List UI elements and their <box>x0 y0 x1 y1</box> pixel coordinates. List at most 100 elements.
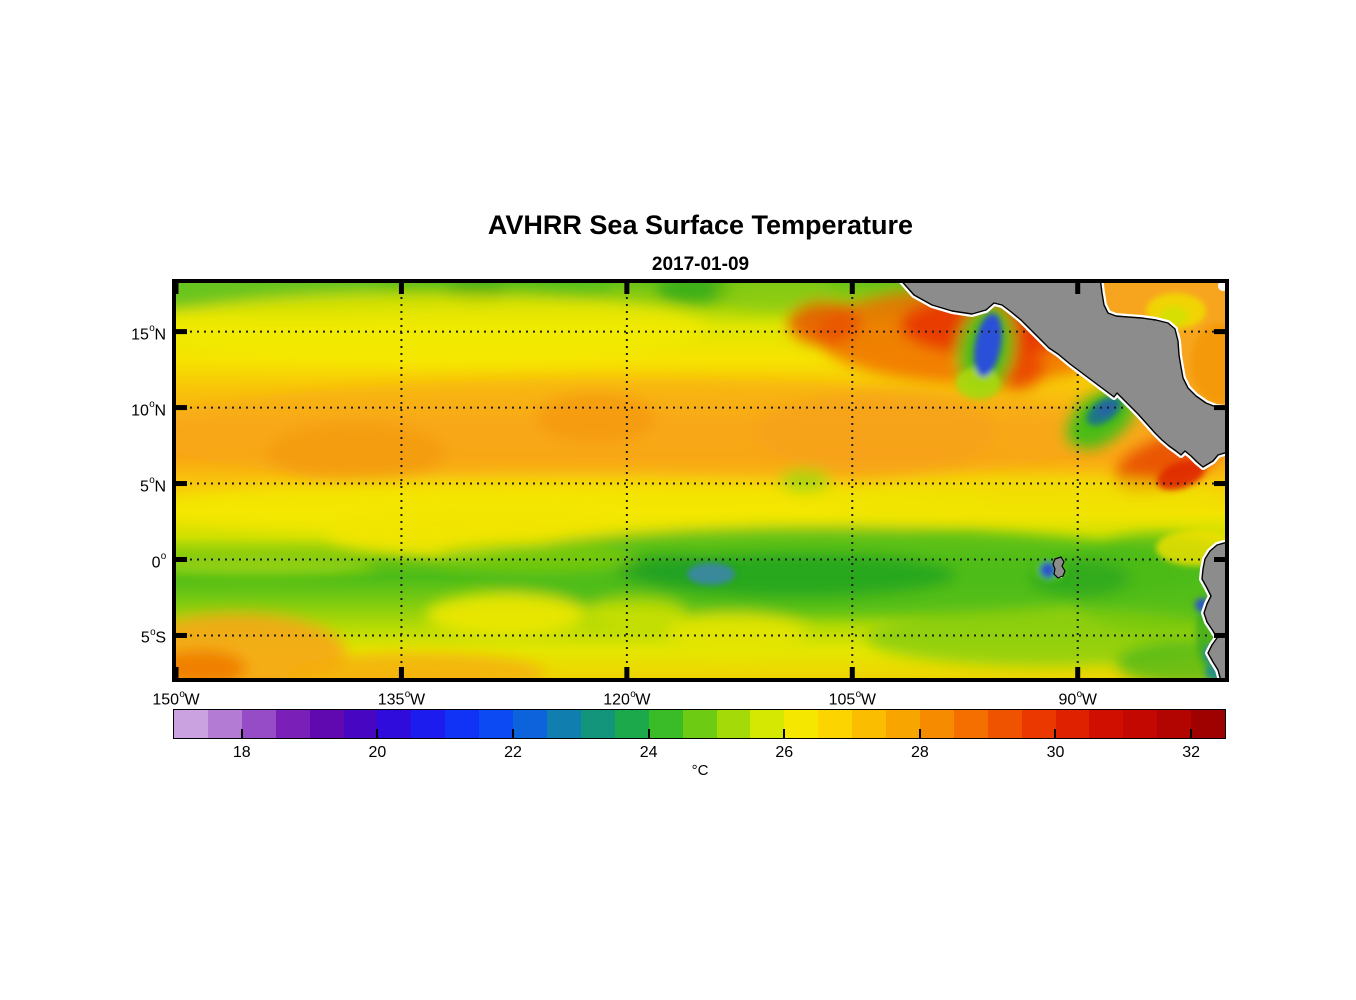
colorbar-tick-label: 28 <box>910 744 929 761</box>
lat-tick-right <box>1214 481 1225 487</box>
degree-symbol: o <box>150 626 156 638</box>
colorbar-segment <box>479 710 514 738</box>
lat-tick-left <box>176 481 187 487</box>
degree-symbol: o <box>179 688 185 700</box>
lon-tick-label: 135oW <box>377 688 426 709</box>
colorbar-segment <box>1021 710 1056 738</box>
colorbar-segment <box>1157 710 1192 738</box>
chart-title: AVHRR Sea Surface Temperature <box>487 210 914 240</box>
colorbar-tick-label: 32 <box>1182 744 1200 761</box>
lon-tick-label: 105oW <box>828 688 876 709</box>
grid-layer <box>176 283 1225 678</box>
lon-tick-bottom <box>624 667 630 678</box>
colorbar-segment <box>546 710 581 738</box>
colorbar-tick-label: 30 <box>1046 744 1065 761</box>
colorbar-tick-label: 20 <box>368 744 387 761</box>
lat-tick-left <box>176 329 187 335</box>
colorbar-tick <box>240 729 243 738</box>
colorbar-segment <box>648 710 683 738</box>
colorbar-tick <box>918 729 921 738</box>
land-south-america <box>1201 541 1225 678</box>
colorbar <box>173 709 1226 739</box>
colorbar-segment <box>207 710 242 738</box>
lat-tick-right <box>1214 405 1225 411</box>
land-layer <box>899 283 1225 678</box>
lat-tick-label: 5oS <box>140 626 166 647</box>
colorbar-segment <box>411 710 446 738</box>
lat-tick-right <box>1214 329 1225 335</box>
degree-symbol: o <box>630 688 636 700</box>
colorbar-tick-label: 26 <box>775 744 794 761</box>
lat-tick-label: 15oN <box>131 323 166 343</box>
colorbar-segment <box>953 710 988 738</box>
colorbar-segment <box>580 710 615 738</box>
lon-tick-label: 150oW <box>152 688 200 709</box>
degree-symbol: o <box>149 475 155 487</box>
colorbar-segment <box>886 710 920 738</box>
tehuantepec-cold-core <box>974 313 1002 377</box>
colorbar-segment <box>1089 710 1124 738</box>
colorbar-segment <box>614 710 649 738</box>
galapagos-cold-spot <box>1040 562 1056 578</box>
lat-tick-label: 5oN <box>140 475 166 495</box>
colorbar-segment <box>987 710 1022 738</box>
land-central-america <box>902 283 1225 468</box>
colorbar-tick <box>647 729 650 738</box>
colorbar-segment <box>174 710 208 738</box>
tick-layer <box>176 283 1225 678</box>
lon-tick-label: 90oW <box>1058 688 1097 709</box>
degree-symbol: o <box>855 688 862 700</box>
colorbar-segment <box>1055 710 1090 738</box>
lon-tick-bottom <box>176 667 179 678</box>
colorbar-segment <box>1123 710 1158 738</box>
colorbar-segment <box>513 710 547 738</box>
colorbar-segment <box>445 710 480 738</box>
galapagos-island <box>1052 556 1066 579</box>
lat-tick-label: 0o <box>151 551 167 571</box>
nodata-speck <box>1218 283 1225 291</box>
colorbar-units-label: °C <box>691 762 709 779</box>
colorbar-segment <box>343 710 378 738</box>
lon-tick-bottom <box>849 667 855 678</box>
lat-tick-right <box>1214 557 1225 562</box>
lat-tick-right <box>1214 632 1225 638</box>
colorbar-tick <box>512 729 515 738</box>
colorbar-tick <box>783 729 786 738</box>
degree-symbol: o <box>404 688 411 700</box>
lon-tick-bottom <box>1075 667 1081 678</box>
degree-symbol: o <box>149 399 155 411</box>
lat-tick-left <box>176 557 187 562</box>
colorbar-segment <box>309 710 344 738</box>
colorbar-tick-label: 22 <box>504 744 522 761</box>
lon-tick-bottom <box>398 667 404 678</box>
lon-tick-top <box>624 283 630 294</box>
colorbar-tick <box>1190 729 1193 738</box>
colorbar-segment <box>716 710 751 738</box>
colorbar-segment <box>919 710 954 738</box>
colorbar-segment <box>241 710 276 738</box>
degree-symbol: o <box>160 551 167 563</box>
map-plot-area <box>172 279 1229 682</box>
lat-tick-left <box>176 405 187 411</box>
degree-symbol: o <box>149 323 155 335</box>
colorbar-tick-label: 18 <box>232 744 251 761</box>
colorbar-segment <box>275 710 310 738</box>
colorbar-segment <box>1191 710 1226 738</box>
colorbar-tick <box>376 729 379 738</box>
lon-tick-top <box>398 283 404 294</box>
lat-tick-label: 10oN <box>131 399 166 419</box>
colorbar-tick-label: 24 <box>639 744 658 761</box>
equatorial-cool-patch <box>687 563 735 585</box>
lon-tick-top <box>1075 283 1081 294</box>
lat-tick-left <box>176 632 187 638</box>
lon-tick-label: 120oW <box>603 688 651 709</box>
colorbar-segment <box>784 710 819 738</box>
colorbar-segment <box>377 710 412 738</box>
colorbar-tick <box>1054 729 1057 738</box>
lon-tick-top <box>176 283 179 294</box>
sst-map <box>176 283 1225 678</box>
chart-date-subtitle: 2017-01-09 <box>651 254 750 275</box>
colorbar-segment <box>852 710 887 738</box>
colorbar-segment <box>682 710 717 738</box>
